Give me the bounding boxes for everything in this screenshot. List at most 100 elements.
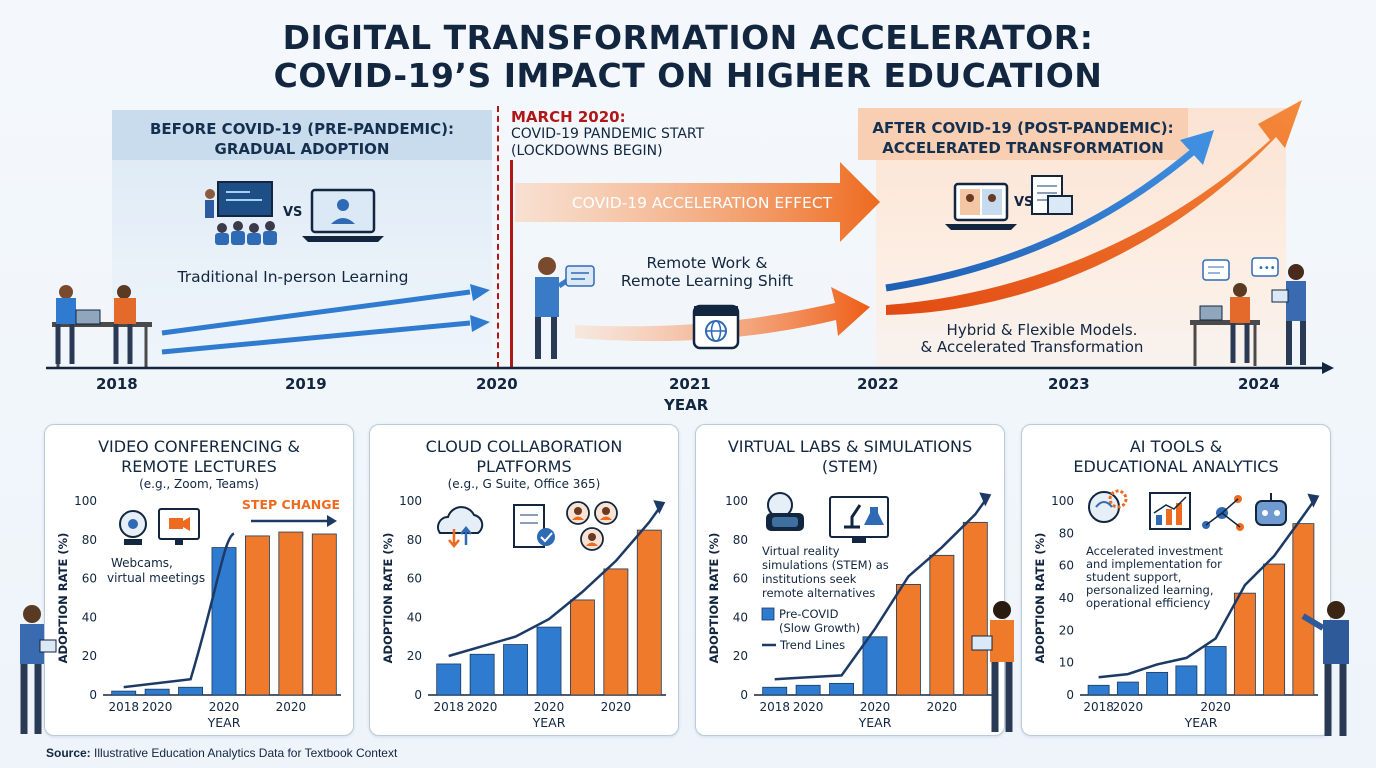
lockdown-marker	[510, 160, 513, 368]
chart-panel-virtual-labs: VIRTUAL LABS & SIMULATIONS (STEM) 0 20 40 6…	[695, 424, 1005, 736]
presenter-tablet-illustration	[971, 601, 1014, 732]
webcam-icon	[119, 510, 147, 545]
y-tick-label: 0	[89, 688, 97, 702]
bar-post-covid	[569, 599, 595, 696]
x-tick-label: 2020	[860, 700, 891, 714]
chart-panel-cloud-collaboration: CLOUD COLLABORATION PLATFORMS (e.g., G S…	[369, 424, 679, 736]
presenter-left-illustration	[20, 605, 57, 734]
x-tick-label: 2020	[601, 700, 632, 714]
post-pandemic-header-line1: AFTER COVID-19 (POST-PANDEMIC):	[872, 119, 1174, 137]
source-text: Illustrative Education Analytics Data fo…	[94, 746, 398, 760]
video-call-laptop-icon	[945, 182, 1017, 230]
bar-post-covid	[962, 521, 988, 696]
trend-arrowhead	[979, 492, 992, 507]
pre-pandemic-header-line2: GRADUAL ADOPTION	[214, 140, 390, 158]
bar-post-covid	[895, 584, 921, 696]
acceleration-effect-label: COVID-19 ACCELERATION EFFECT	[572, 194, 833, 212]
bar-pre-covid	[1204, 646, 1227, 696]
y-tick-label: 60	[407, 572, 422, 586]
bar-pre-covid	[144, 688, 170, 696]
x-tick-label: 2020	[467, 700, 498, 714]
y-tick-label: 80	[733, 533, 748, 547]
x-tick-label: 2020	[927, 700, 958, 714]
page-title-line1: DIGITAL TRANSFORMATION ACCELERATOR:	[282, 18, 1094, 57]
note-line: Webcams,	[111, 556, 173, 570]
x-tick-label: 2020	[1200, 700, 1231, 714]
year-label-2020: 2020	[476, 375, 518, 393]
year-label-2023: 2023	[1048, 375, 1090, 393]
remote-worker-illustration	[535, 257, 595, 359]
page-title-line2: COVID-19’S IMPACT ON HIGHER EDUCATION	[273, 56, 1103, 95]
bar-pre-covid	[862, 636, 888, 696]
panel-subtitle: (e.g., G Suite, Office 365)	[447, 477, 601, 491]
y-tick-label: 0	[414, 688, 422, 702]
y-tick-label: 40	[82, 610, 97, 624]
panel-title-line1: AI TOOLS &	[1129, 437, 1223, 456]
timeline-axis-title: YEAR	[664, 396, 709, 414]
year-label-2019: 2019	[285, 375, 327, 393]
y-tick-label: 40	[1059, 591, 1074, 605]
pre-pandemic-header: BEFORE COVID-19 (PRE-PANDEMIC): GRADUAL …	[112, 110, 492, 160]
hybrid-team-illustration: •••	[1190, 257, 1306, 366]
remote-shift-line1: Remote Work &	[647, 254, 768, 272]
panel-title-line2: (STEM)	[821, 457, 879, 476]
y-axis-label: ADOPTION RATE (%)	[381, 533, 395, 664]
y-tick-label: 20	[407, 649, 422, 663]
panel-subtitle: (e.g., Zoom, Teams)	[139, 477, 259, 491]
x-tick-label: 2020	[534, 700, 565, 714]
bar-post-covid	[244, 535, 270, 696]
remote-shift-line2: Remote Learning Shift	[621, 272, 793, 290]
bar-post-covid	[1292, 523, 1315, 696]
x-tick-label: 2020	[142, 700, 173, 714]
y-tick-label: 100	[725, 494, 748, 508]
trend-line	[123, 532, 235, 689]
year-label-2022: 2022	[857, 375, 899, 393]
year-label-2024: 2024	[1238, 375, 1280, 393]
remote-shift-arrow	[575, 287, 870, 342]
x-tick-label: 2018	[433, 700, 464, 714]
y-tick-label: 0	[740, 688, 748, 702]
bar-post-covid	[1263, 563, 1286, 696]
legend-pre-covid-sublabel: (Slow Growth)	[779, 621, 860, 635]
bar-pre-covid	[1175, 665, 1198, 696]
chart-panel-video-conferencing: VIDEO CONFERENCING & REMOTE LECTURES (e.…	[44, 424, 354, 736]
timeline-illustration: VS Traditional In-person Learning COVID-…	[46, 100, 1334, 374]
video-monitor-icon	[158, 508, 200, 545]
robot-icon	[1255, 493, 1287, 526]
ai-brain-icon	[1088, 489, 1128, 523]
x-tick-label: 2018	[1083, 700, 1114, 714]
panel-title-line2: REMOTE LECTURES	[121, 457, 277, 476]
march-2020-divider	[497, 106, 499, 368]
bar-post-covid	[636, 529, 662, 696]
panel-title-line2: PLATFORMS	[476, 457, 572, 476]
calendar-globe-icon	[692, 304, 740, 350]
bar-pre-covid	[111, 690, 137, 696]
bar-pre-covid	[178, 686, 204, 696]
legend-pre-covid-label: Pre-COVID	[779, 607, 839, 621]
bar-post-covid	[278, 531, 304, 696]
presenter-right-illustration	[1301, 601, 1349, 736]
y-tick-label: 0	[1066, 688, 1074, 702]
bar-pre-covid	[436, 663, 462, 696]
acceleration-effect-arrow: COVID-19 ACCELERATION EFFECT	[515, 162, 880, 242]
presenter-figures	[20, 601, 1349, 736]
x-axis-title: YEAR	[1184, 715, 1218, 730]
post-blue-growth-arrow	[885, 147, 1198, 292]
bar-pre-covid	[469, 653, 495, 696]
y-tick-label: 60	[1059, 559, 1074, 573]
after-vs-label: VS	[1014, 195, 1033, 210]
microscope-icon	[829, 496, 889, 543]
note-line: student support,	[1086, 570, 1181, 584]
year-label-2021: 2021	[669, 375, 711, 393]
step-change-annotation: STEP CHANGE	[242, 497, 340, 512]
note-line: Virtual reality	[762, 544, 840, 558]
march-2020-title: MARCH 2020:	[511, 108, 626, 126]
bar-pre-covid	[829, 682, 855, 696]
bar-post-covid	[1233, 592, 1256, 696]
trend-line	[1098, 500, 1315, 679]
y-tick-label: 80	[82, 533, 97, 547]
timeline-axis-arrowhead	[1322, 362, 1334, 374]
x-axis-title: YEAR	[532, 715, 566, 730]
